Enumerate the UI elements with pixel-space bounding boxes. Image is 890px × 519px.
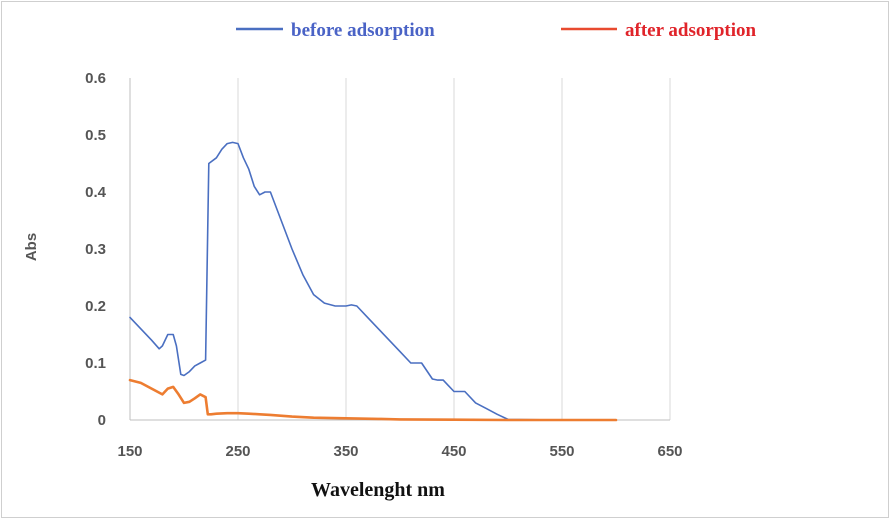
legend-label-after: after adsorption (625, 20, 756, 41)
y-tick-label: 0 (98, 412, 106, 429)
legend: before adsorption after adsorption (236, 20, 756, 41)
y-tick-label: 0.3 (85, 241, 106, 258)
x-tick-label: 450 (441, 443, 466, 460)
series-line-after-adsorption (128, 378, 618, 422)
x-tick-label: 250 (225, 443, 250, 460)
y-tick-label: 0.4 (85, 184, 107, 201)
legend-label-before: before adsorption (291, 20, 435, 41)
y-tick-label: 0.6 (85, 70, 106, 87)
x-axis-label: Wavelenght nm (311, 479, 445, 501)
y-tick-label: 0.5 (85, 127, 106, 144)
y-axis-label: Abs (23, 233, 40, 261)
x-tick-label: 150 (117, 443, 142, 460)
x-tick-label: 650 (657, 443, 682, 460)
x-tick-label: 350 (333, 443, 358, 460)
y-tick-label: 0.2 (85, 298, 106, 315)
series-line-before-adsorption (129, 141, 617, 421)
x-tick-label: 550 (549, 443, 574, 460)
grid-lines (237, 78, 671, 420)
series-layer (128, 141, 618, 422)
y-tick-label: 0.1 (85, 355, 106, 372)
tick-labels: 150 250 350 450 550 650 0 0.1 0.2 0.3 0.4 0.5 0.6 (85, 70, 682, 460)
axes (129, 78, 670, 421)
